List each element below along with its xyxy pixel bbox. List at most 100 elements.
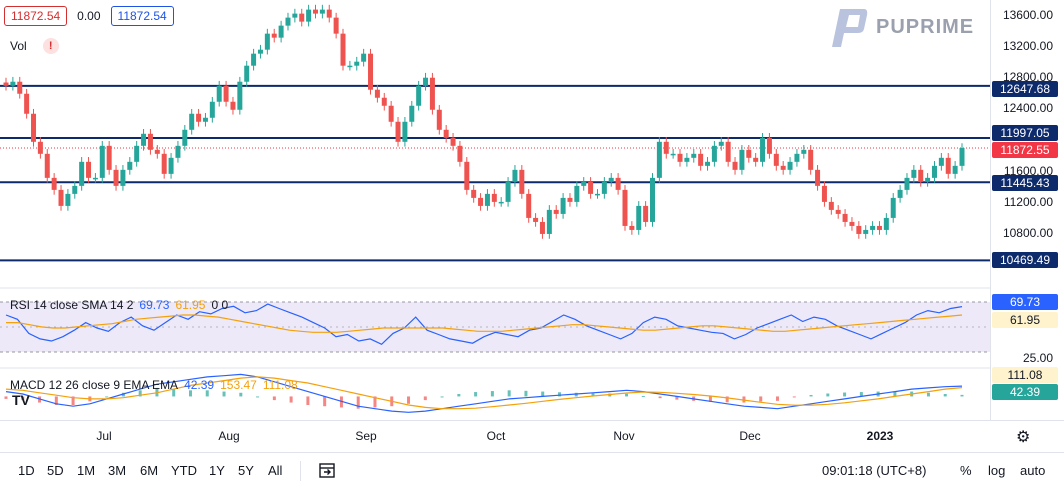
candle-body <box>58 189 64 206</box>
macd-histogram-bar <box>859 392 863 397</box>
candle-body <box>787 161 793 170</box>
macd-legend[interactable]: MACD 12 26 close 9 EMA EMA 42.39 153.47 … <box>10 378 298 392</box>
candle-body <box>423 77 429 86</box>
candle-body <box>725 141 731 162</box>
candle-body <box>911 169 917 178</box>
range-all-button[interactable]: All <box>268 463 283 478</box>
candle-body <box>154 149 160 154</box>
candle-body <box>938 157 944 166</box>
tradingview-logo-icon[interactable]: TV <box>12 392 30 408</box>
macd-histogram-bar <box>926 392 930 397</box>
candle-body <box>615 177 621 190</box>
candle-body <box>17 81 23 94</box>
candle-body <box>3 82 9 86</box>
price-axis[interactable]: 13600.00 13200.00 12800.00 12400.00 1160… <box>990 0 1064 420</box>
candle-body <box>677 153 683 162</box>
time-axis[interactable]: Jul Aug Sep Oct Nov Dec 2023 ⚙ <box>0 420 1064 451</box>
candle-body <box>113 169 119 186</box>
macd-histogram-bar <box>826 393 830 397</box>
bottom-toolbar: 1D 5D 1M 3M 6M YTD 1Y 5Y All 09:01:18 (U… <box>0 452 1064 491</box>
candle-body <box>959 148 965 166</box>
candle-body <box>925 177 931 182</box>
price-chart[interactable] <box>0 0 990 420</box>
time-label: Nov <box>613 429 635 443</box>
range-5d-button[interactable]: 5D <box>47 463 64 478</box>
auto-scale-toggle[interactable]: auto <box>1020 463 1046 478</box>
candle-body <box>801 149 807 154</box>
volume-label[interactable]: Vol <box>10 39 27 53</box>
open-value-box[interactable]: 11872.54 <box>4 6 68 26</box>
price-tick: 13600.00 <box>1002 8 1053 22</box>
candle-body <box>698 153 704 166</box>
candle-body <box>684 157 690 162</box>
macd-histogram-bar <box>339 396 343 408</box>
time-label: Aug <box>218 429 240 443</box>
log-scale-toggle[interactable]: log <box>988 463 1006 478</box>
macd-histogram-bar <box>591 393 595 397</box>
candle-body <box>99 145 105 178</box>
candle-body <box>512 169 518 182</box>
candle-body <box>368 53 374 90</box>
macd-histogram-bar <box>625 393 629 397</box>
candle-body <box>306 9 312 22</box>
percent-scale-toggle[interactable]: % <box>960 463 972 478</box>
range-6m-button[interactable]: 6M <box>140 463 159 478</box>
candle-body <box>732 161 738 170</box>
candle-body <box>601 181 607 194</box>
macd-histogram-bar <box>524 390 528 397</box>
candle-body <box>471 189 477 198</box>
range-1d-button[interactable]: 1D <box>18 463 35 478</box>
candle-body <box>299 13 305 22</box>
range-ytd-button[interactable]: YTD <box>171 463 197 478</box>
candle-body <box>312 9 318 14</box>
candle-body <box>120 169 126 186</box>
macd-histogram-bar <box>960 394 964 397</box>
candle-body <box>251 53 257 66</box>
macd-histogram-bar <box>474 392 478 397</box>
range-3m-button[interactable]: 3M <box>108 463 127 478</box>
candle-body <box>333 17 339 34</box>
brand-watermark: PUPRIME <box>824 4 974 50</box>
candle-body <box>72 185 78 194</box>
go-to-date-icon[interactable] <box>318 461 336 479</box>
candle-body <box>931 165 937 178</box>
time-label: 2023 <box>866 429 894 443</box>
candle-body <box>216 85 222 102</box>
last-price-badge: 11872.55 <box>992 142 1058 158</box>
price-chart-svg[interactable] <box>0 0 990 420</box>
macd-histogram-bar <box>105 396 109 398</box>
candle-body <box>546 209 552 234</box>
candle-body <box>264 33 270 50</box>
candle-body <box>643 205 649 222</box>
candle-body <box>402 121 408 142</box>
rsi-sma-value: 61.95 <box>175 298 206 312</box>
range-1m-button[interactable]: 1M <box>77 463 96 478</box>
candle-body <box>457 145 463 162</box>
time-label: Jul <box>96 429 112 443</box>
macd-histogram-bar <box>574 392 578 397</box>
close-value-box[interactable]: 11872.54 <box>110 6 174 26</box>
candle-body <box>718 141 724 146</box>
time-label: Dec <box>739 429 761 443</box>
candle-body <box>794 153 800 162</box>
candle-body <box>883 217 889 230</box>
range-5y-button[interactable]: 5Y <box>238 463 254 478</box>
candle-body <box>581 181 587 186</box>
macd-histogram-bar <box>289 396 293 403</box>
macd-histogram-bar <box>708 396 712 402</box>
clock-timezone[interactable]: 09:01:18 (UTC+8) <box>822 463 927 478</box>
candle-body <box>773 153 779 166</box>
candle-body <box>484 193 490 206</box>
candle-body <box>79 161 85 186</box>
candle-body <box>354 61 360 66</box>
settings-gear-icon[interactable]: ⚙ <box>1016 429 1031 446</box>
candle-body <box>904 177 910 190</box>
candle-body <box>292 13 298 18</box>
rsi-legend[interactable]: RSI 14 close SMA 14 2 69.73 61.95 0 0 <box>10 298 228 312</box>
macd-hist-axis-badge: 111.08 <box>992 367 1058 383</box>
macd-histogram-bar <box>373 396 377 408</box>
candle-body <box>257 49 263 54</box>
range-1y-button[interactable]: 1Y <box>209 463 225 478</box>
warning-icon[interactable]: ! <box>42 38 59 54</box>
candle-body <box>409 105 415 122</box>
